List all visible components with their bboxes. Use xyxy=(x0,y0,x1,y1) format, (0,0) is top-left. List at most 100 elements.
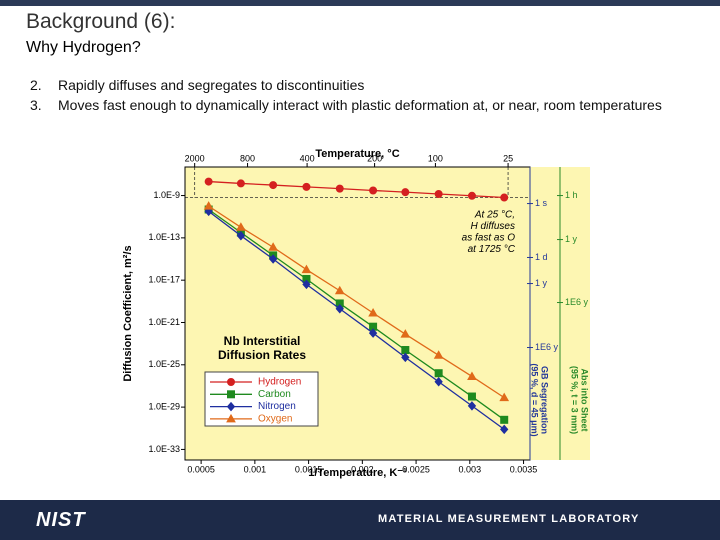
series-line xyxy=(208,180,505,199)
y-tick-label: 1.0E-17 xyxy=(148,275,180,285)
legend-box xyxy=(204,371,319,427)
marker xyxy=(500,424,509,435)
marker xyxy=(302,279,311,290)
item-number: 2. xyxy=(30,77,42,93)
x-axis-title: 1/Temperature, K⁻¹ xyxy=(308,467,407,479)
legend-title: Diffusion Rates xyxy=(218,348,306,362)
marker xyxy=(236,230,246,241)
time-scale-label: 1 h xyxy=(565,190,578,200)
marker xyxy=(434,376,443,387)
series-line xyxy=(208,210,505,430)
marker xyxy=(368,328,378,338)
x2-tick-label: 400 xyxy=(300,153,315,163)
marker xyxy=(268,242,278,251)
item-text: Rapidly diffuses and segregates to disco… xyxy=(58,77,365,93)
marker xyxy=(433,350,444,359)
legend-label: Carbon xyxy=(258,389,291,400)
marker xyxy=(401,346,410,355)
footer: NIST MATERIAL MEASUREMENT LABORATORY xyxy=(0,500,720,540)
logo: NIST xyxy=(36,509,86,531)
y-tick-label: 1.0E-13 xyxy=(148,232,180,242)
marker xyxy=(269,181,278,190)
x-tick-label: 0.0005 xyxy=(187,464,215,474)
legend-label: Oxygen xyxy=(258,414,292,425)
time-scale-title: GB Segregation xyxy=(540,366,550,434)
marker xyxy=(500,193,509,202)
x-tick-label: 0.0035 xyxy=(510,464,538,474)
marker xyxy=(268,254,278,264)
x2-tick-label: 25 xyxy=(503,153,513,163)
marker xyxy=(401,352,410,363)
marker xyxy=(236,179,245,188)
marker xyxy=(301,264,312,274)
x2-tick-label: 100 xyxy=(428,153,443,163)
marker xyxy=(401,188,410,197)
annotation: as fast as O xyxy=(462,233,516,244)
item-number: 3. xyxy=(30,97,42,113)
marker xyxy=(368,307,378,317)
marker xyxy=(467,401,477,411)
x2-tick-label: 800 xyxy=(240,153,255,163)
item-text: Moves fast enough to dynamically interac… xyxy=(58,97,662,113)
marker xyxy=(302,182,311,191)
marker xyxy=(500,415,509,424)
lab-name: MATERIAL MEASUREMENT LABORATORY xyxy=(378,513,640,525)
series-line xyxy=(208,205,505,399)
legend-label: Nitrogen xyxy=(258,401,296,412)
time-scale-label: 1 s xyxy=(535,198,548,208)
slide-title: Background (6): xyxy=(26,10,176,33)
marker xyxy=(226,413,236,423)
marker xyxy=(335,303,344,314)
marker xyxy=(499,392,510,402)
time-scale-title: (95 %, t = 3 mm) xyxy=(570,366,580,434)
top-bar xyxy=(0,0,720,6)
legend-label: Hydrogen xyxy=(258,377,301,388)
marker xyxy=(227,378,235,386)
annotation: H diffuses xyxy=(471,221,515,232)
marker xyxy=(335,184,344,193)
x2-tick-label: 2000 xyxy=(185,153,205,163)
y-tick-label: 1.0E-21 xyxy=(148,317,180,327)
marker xyxy=(369,186,378,195)
list-item: 2. Rapidly diffuses and segregates to dis… xyxy=(30,77,670,94)
marker xyxy=(204,177,213,186)
marker xyxy=(203,201,214,210)
x-tick-label: 0.0025 xyxy=(402,464,430,474)
time-scale-label: 1 y xyxy=(565,234,578,244)
y-tick-label: 1.0E-33 xyxy=(148,444,180,454)
marker xyxy=(467,371,477,380)
y-axis-title: Diffusion Coefficient, m²/s xyxy=(122,245,134,381)
annotation: At 25 °C, xyxy=(474,210,515,221)
marker xyxy=(236,222,246,231)
marker xyxy=(467,392,476,401)
x-tick-label: 0.002 xyxy=(351,464,374,474)
time-scale-label: 1E6 y xyxy=(535,342,559,352)
annotation: at 1725 °C xyxy=(468,244,516,255)
y-tick-label: 1.0E-9 xyxy=(153,190,180,200)
y-tick-label: 1.0E-25 xyxy=(148,359,180,369)
time-scale-label: 1 d xyxy=(535,252,548,262)
x2-tick-label: 200 xyxy=(367,153,382,163)
marker xyxy=(434,190,443,199)
legend-title: Nb Interstitial xyxy=(224,334,301,348)
y-tick-label: 1.0E-29 xyxy=(148,401,180,411)
x-tick-label: 0.001 xyxy=(244,464,267,474)
marker xyxy=(334,285,345,295)
slide-subtitle: Why Hydrogen? xyxy=(26,39,141,56)
x-tick-label: 0.0015 xyxy=(295,464,323,474)
marker xyxy=(226,401,236,412)
x2-axis-title: Temperature, °C xyxy=(315,148,399,160)
series-line xyxy=(208,208,505,421)
chart: Temperature, °C 1/Temperature, K⁻¹ Diffusi… xyxy=(121,147,590,479)
time-scale-label: 1E6 y xyxy=(565,297,589,307)
marker xyxy=(434,369,443,378)
marker xyxy=(467,191,476,200)
list-item: 3. Moves fast enough to dynamically inter… xyxy=(30,97,670,114)
time-scale-label: 1 y xyxy=(535,278,548,288)
marker xyxy=(400,329,411,338)
time-scale-title: Abs into Sheet xyxy=(580,368,590,431)
x-tick-label: 0.003 xyxy=(459,464,482,474)
time-scale-title: (95 %, d = 45 μm) xyxy=(530,363,540,436)
marker xyxy=(227,390,235,399)
